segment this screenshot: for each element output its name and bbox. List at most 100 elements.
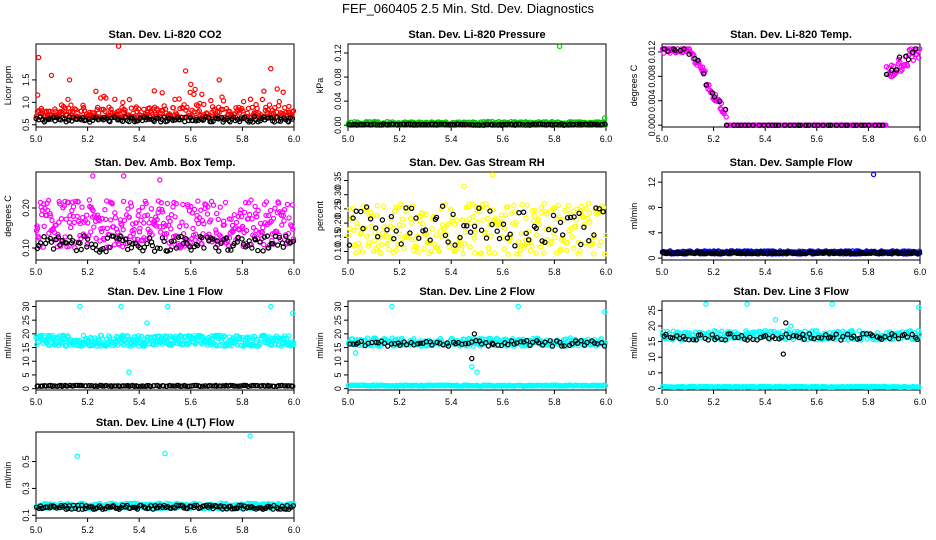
data-point-baseline [827, 334, 834, 340]
data-point-baseline [354, 122, 360, 128]
data-point-baseline [910, 49, 916, 55]
data-point-baseline [188, 247, 194, 253]
data-point-box-temp [149, 232, 155, 238]
data-point-baseline [698, 332, 704, 338]
data-point-rh [455, 242, 461, 249]
data-point-baseline [218, 240, 224, 246]
data-point-baseline [384, 227, 390, 233]
data-point-baseline [489, 221, 495, 228]
data-point-baseline [557, 219, 564, 226]
data-point-rh [460, 251, 467, 257]
data-point-box-temp [90, 207, 96, 214]
y-tick-label: 0.12 [333, 44, 343, 62]
data-point-rh [527, 247, 534, 254]
data-point-baseline [461, 222, 467, 229]
x-tick-label: 6.0 [914, 134, 927, 144]
data-point-baseline [882, 334, 888, 340]
data-point-box-temp [109, 200, 115, 207]
data-point-box-temp [159, 206, 165, 213]
data-point-rh [529, 243, 535, 249]
data-point-scattered [112, 96, 118, 103]
data-points [659, 46, 923, 128]
data-point-baseline [827, 122, 834, 128]
data-point-baseline [825, 122, 832, 128]
chart-title: Stan. Dev. Li-820 Pressure [408, 29, 545, 41]
data-point-baseline [596, 206, 602, 212]
y-tick-label: 4 [647, 230, 657, 235]
data-point-rh [409, 203, 416, 209]
data-point-line2-low [516, 382, 523, 389]
data-point-baseline [526, 237, 532, 243]
data-point-baseline [888, 67, 895, 73]
data-point-baseline [815, 334, 822, 341]
plot-frame [661, 43, 921, 128]
data-point-box-temp [241, 209, 248, 216]
data-point-baseline [452, 242, 458, 248]
data-point-baseline [672, 47, 678, 54]
data-point-line2 [389, 303, 395, 310]
data-point-baseline [905, 56, 912, 63]
data-point-baseline [560, 232, 566, 238]
data-point-rh [578, 203, 585, 209]
x-tick-label: 5.4 [759, 134, 772, 144]
data-point-box-temp [133, 220, 139, 226]
data-point-temp [699, 64, 706, 70]
y-axis-label: degrees C [3, 195, 13, 237]
data-point-baseline [823, 332, 829, 338]
data-point-scattered [141, 106, 147, 113]
x-tick-label: 5.8 [548, 267, 561, 277]
data-point-line1 [243, 341, 249, 347]
data-point-rh [577, 248, 583, 254]
data-point-rh [350, 227, 357, 233]
data-point-baseline [504, 235, 511, 241]
data-point-baseline [524, 338, 530, 344]
data-point-baseline [280, 244, 286, 250]
data-point-baseline [178, 233, 184, 240]
data-point-scattered [78, 108, 85, 114]
data-point-baseline [820, 122, 826, 128]
data-point-baseline [167, 247, 174, 253]
data-point-baseline [746, 250, 752, 256]
data-point-rh [547, 225, 553, 232]
x-tick-label: 5.0 [342, 267, 355, 277]
x-tick-label: 5.0 [342, 134, 355, 144]
data-point-baseline [106, 383, 112, 389]
data-point-baseline [739, 333, 745, 339]
data-point-baseline [225, 247, 231, 253]
data-point-rh [556, 214, 562, 220]
data-point-line1 [77, 303, 83, 310]
y-axis-label: Licor ppm [3, 66, 13, 106]
data-point-box-temp [119, 243, 126, 250]
data-point-line3 [744, 301, 750, 307]
data-point-rh [486, 249, 492, 256]
data-point-baseline [693, 337, 699, 343]
data-point-box-temp [281, 206, 288, 213]
data-point-box-temp [99, 215, 105, 222]
chart-title: Stan. Dev. Amb. Box Temp. [95, 157, 236, 169]
data-point-box-temp [248, 197, 254, 203]
data-point-baseline [134, 506, 141, 512]
plot-frame [35, 43, 295, 128]
data-point-line3 [856, 328, 862, 334]
data-point-scattered [259, 96, 266, 103]
x-tick-label: 5.8 [236, 267, 249, 277]
data-point-rh [517, 247, 524, 253]
data-point-baseline [893, 67, 900, 73]
data-point-box-temp [36, 235, 42, 241]
data-point-temp [723, 114, 729, 120]
data-point-box-temp [112, 210, 118, 216]
data-point-box-temp [265, 212, 272, 219]
data-point-rh [485, 215, 491, 222]
data-point-scattered [270, 110, 277, 116]
data-point-baseline [913, 46, 919, 52]
data-point-baseline [153, 115, 160, 121]
data-point-box-temp [104, 225, 111, 231]
data-point-temp [904, 63, 911, 69]
data-point-box-temp [47, 213, 54, 219]
data-point-baseline [808, 335, 814, 341]
data-point-rh [462, 240, 468, 247]
x-tick-label: 5.4 [133, 267, 146, 277]
data-point-baseline [815, 122, 821, 128]
